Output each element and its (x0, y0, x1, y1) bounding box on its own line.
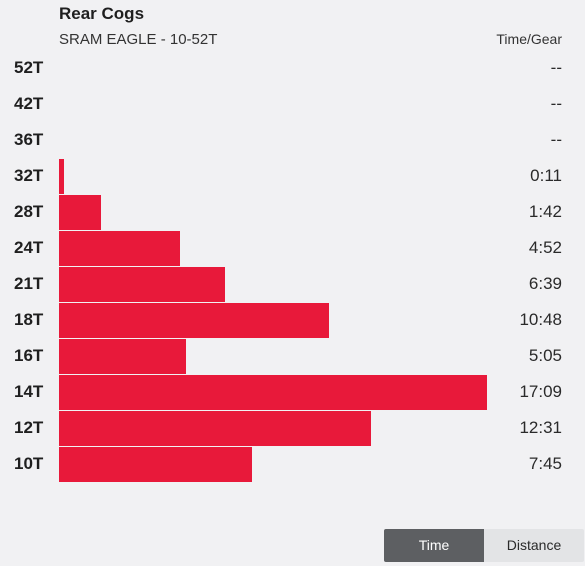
gear-time-value: -- (550, 130, 562, 149)
gear-time-bar (59, 375, 487, 410)
gear-label: 42T (14, 94, 44, 113)
gear-time-value: 6:39 (528, 274, 562, 293)
gear-row: 14T 17:09 (0, 374, 585, 410)
gear-time-bar (59, 267, 225, 302)
gear-row: 32T 0:11 (0, 158, 585, 194)
gear-row: 12T 12:31 (0, 410, 585, 446)
gear-row: 52T -- (0, 50, 585, 86)
gear-row: 21T 6:39 (0, 266, 585, 302)
gear-label: 36T (14, 130, 44, 149)
gear-time-value: 0:11 (530, 166, 562, 185)
gear-label: 32T (14, 166, 44, 185)
gear-row: 10T 7:45 (0, 446, 585, 482)
gear-time-bar (59, 231, 181, 266)
distance-toggle-button[interactable]: Distance (484, 529, 584, 562)
gear-row: 24T 4:52 (0, 230, 585, 266)
gear-row: 42T -- (0, 86, 585, 122)
gear-time-value: 12:31 (519, 418, 562, 437)
gear-time-bar (59, 411, 372, 446)
gear-row: 18T 10:48 (0, 302, 585, 338)
time-toggle-button[interactable]: Time (384, 529, 484, 562)
gear-row: 28T 1:42 (0, 194, 585, 230)
drivetrain-subtitle: SRAM EAGLE - 10-52T (59, 31, 218, 48)
gear-row: 36T -- (0, 122, 585, 158)
gear-time-value: 4:52 (528, 238, 562, 257)
gear-time-bar (59, 447, 253, 482)
gear-label: 18T (14, 310, 44, 329)
gear-time-bar (59, 195, 102, 230)
gear-label: 28T (14, 202, 44, 221)
gear-time-value: 1:42 (528, 202, 562, 221)
gear-label: 10T (14, 454, 44, 473)
rear-cogs-chart: 52T -- 42T -- 36T -- 32T 0:11 28T 1:42 24T 4:52 21T 6… (0, 50, 585, 482)
gear-label: 12T (14, 418, 44, 437)
gear-label: 24T (14, 238, 44, 257)
metric-toggle: Time Distance (384, 529, 584, 562)
gear-label: 21T (14, 274, 44, 293)
gear-time-value: 17:09 (519, 382, 562, 401)
gear-row: 16T 5:05 (0, 338, 585, 374)
gear-time-value: 5:05 (528, 346, 562, 365)
gear-label: 16T (14, 346, 44, 365)
time-per-gear-header: Time/Gear (496, 31, 562, 47)
gear-time-bar (59, 159, 64, 194)
gear-label: 52T (14, 58, 44, 77)
gear-time-value: -- (550, 94, 562, 113)
gear-time-value: 7:45 (528, 454, 562, 473)
gear-time-value: 10:48 (519, 310, 562, 329)
gear-time-bar (59, 303, 329, 338)
gear-time-bar (59, 339, 186, 374)
gear-label: 14T (14, 382, 44, 401)
page-title: Rear Cogs (59, 4, 145, 23)
gear-time-value: -- (550, 58, 562, 77)
